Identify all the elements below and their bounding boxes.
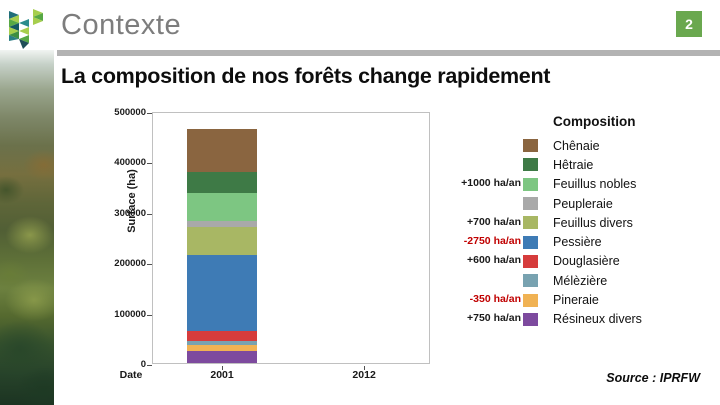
- slide-number-badge: 2: [676, 11, 702, 37]
- annual-change-annotation: -2750 ha/an: [463, 235, 521, 248]
- chart-legend: Chênaie Hêtraie Feuillus nobles Peupleraie F…: [523, 136, 642, 329]
- annual-change-annotation: +700 ha/an: [467, 215, 521, 228]
- legend-item: Peupleraie: [523, 194, 642, 213]
- x-tick-label: 2001: [210, 369, 234, 381]
- y-tick-label: 400000: [114, 157, 146, 169]
- legend-item: Feuillus divers: [523, 213, 642, 232]
- legend-label: Mélèzière: [553, 273, 608, 288]
- y-tick-label: 500000: [114, 107, 146, 118]
- legend-item: Pineraie: [523, 290, 642, 309]
- legend-swatch: [523, 197, 538, 211]
- legend-swatch: [523, 254, 538, 268]
- legend-swatch: [523, 139, 538, 153]
- legend-label: Douglasière: [553, 254, 620, 269]
- y-tick-label: 300000: [114, 207, 146, 219]
- legend-swatch: [523, 216, 538, 230]
- bar-segment: [187, 171, 257, 194]
- bar-segment: [187, 227, 257, 255]
- legend-item: Mélèzière: [523, 271, 642, 290]
- legend-swatch: [523, 235, 538, 249]
- legend-item: Pessière: [523, 232, 642, 251]
- logo-mosaic-icon: [9, 9, 43, 49]
- legend-label: Hêtraie: [553, 157, 594, 172]
- y-tick-mark: [147, 213, 152, 215]
- legend-label: Résineux divers: [553, 312, 642, 327]
- y-tick-mark: [147, 163, 152, 165]
- y-tick-mark: [147, 365, 152, 366]
- legend-label: Peupleraie: [553, 196, 613, 211]
- legend-label: Pessière: [553, 235, 602, 250]
- header-divider: [57, 50, 720, 56]
- chart-plot-area: [152, 112, 430, 364]
- legend-item: Hêtraie: [523, 155, 642, 174]
- source-credit: Source : IPRFW: [606, 371, 700, 385]
- bar-segment: [187, 128, 257, 172]
- x-tick-label: 2012: [352, 369, 376, 381]
- annual-change-annotation: +1000 ha/an: [461, 177, 521, 190]
- bar-segment: [187, 193, 257, 222]
- y-tick-mark: [147, 264, 152, 266]
- y-tick-label: 0: [140, 359, 146, 370]
- legend-swatch: [523, 158, 538, 172]
- annual-change-annotation: +600 ha/an: [467, 254, 521, 267]
- bar-segment: [187, 351, 257, 363]
- legend-swatch: [523, 274, 538, 288]
- x-tick-mark: [364, 366, 366, 370]
- page-title: Contexte: [61, 9, 182, 41]
- bar-segment: [187, 345, 257, 352]
- forest-photo: [0, 50, 54, 405]
- legend-item: Feuillus nobles: [523, 175, 642, 194]
- legend-label: Feuillus nobles: [553, 177, 637, 192]
- legend-title: Composition: [553, 114, 636, 129]
- legend-swatch: [523, 177, 538, 191]
- legend-label: Pineraie: [553, 293, 599, 308]
- legend-item: Chênaie: [523, 136, 642, 155]
- bar-segment: [187, 331, 257, 341]
- y-tick-label: 200000: [114, 258, 146, 270]
- annual-change-annotation: +750 ha/an: [467, 312, 521, 325]
- y-tick-mark: [147, 113, 152, 114]
- bar-segment: [187, 340, 257, 346]
- legend-item: Résineux divers: [523, 310, 642, 329]
- legend-label: Feuillus divers: [553, 215, 633, 230]
- x-axis-title: Date: [119, 369, 143, 381]
- legend-item: Douglasière: [523, 252, 642, 271]
- stacked-bar-2001: [187, 128, 257, 363]
- legend-label: Chênaie: [553, 138, 600, 153]
- slide-heading: La composition de nos forêts change rapi…: [61, 64, 551, 88]
- annual-change-annotation: -350 ha/an: [469, 293, 521, 306]
- y-tick-mark: [147, 314, 152, 316]
- legend-swatch: [523, 293, 538, 307]
- x-tick-mark: [222, 366, 224, 370]
- bar-segment: [187, 254, 257, 332]
- y-tick-label: 100000: [114, 308, 146, 320]
- bar-segment: [187, 221, 257, 228]
- legend-swatch: [523, 312, 538, 326]
